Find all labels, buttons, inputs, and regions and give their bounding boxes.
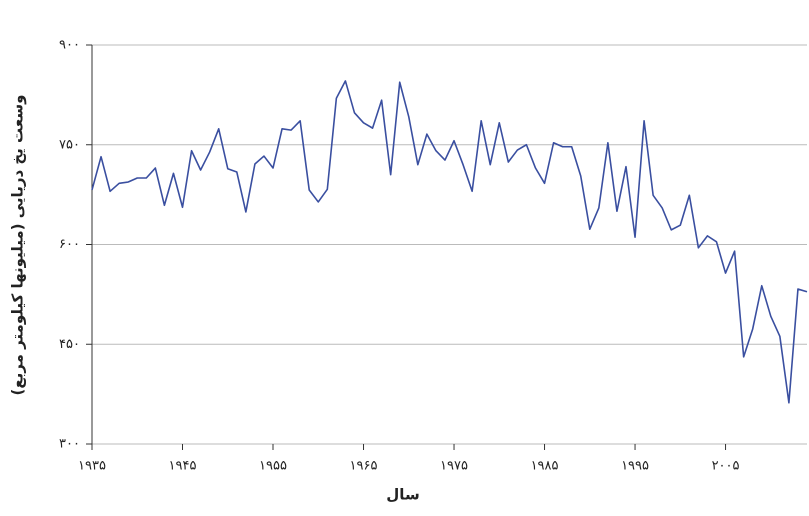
x-tick-label: ۱۹۸۵: [531, 459, 559, 474]
x-tick-label: ۱۹۳۵: [78, 459, 106, 474]
x-tick-label: ۱۹۵۵: [259, 459, 287, 474]
x-tick-label: ۱۹۹۵: [621, 459, 649, 474]
y-tick-label: ۳۰۰: [59, 437, 80, 452]
x-tick-label: ۱۹۷۵: [440, 459, 468, 474]
y-tick-label: ۶۰۰: [59, 237, 80, 252]
x-tick-label: ۱۹۴۵: [169, 459, 197, 474]
x-axis-title: سال: [386, 486, 419, 504]
y-axis-title: وسعت یخ دریایی (میلیونها کیلومتر مربع): [9, 95, 27, 396]
y-tick-label: ۷۵۰: [59, 137, 80, 152]
x-tick-label: ۱۹۶۵: [350, 459, 378, 474]
x-tick-label: ۲۰۰۵: [712, 459, 740, 474]
y-tick-label: ۴۵۰: [59, 337, 80, 352]
data-line: [91, 80, 808, 404]
y-tick-label: ۹۰۰: [59, 38, 80, 53]
